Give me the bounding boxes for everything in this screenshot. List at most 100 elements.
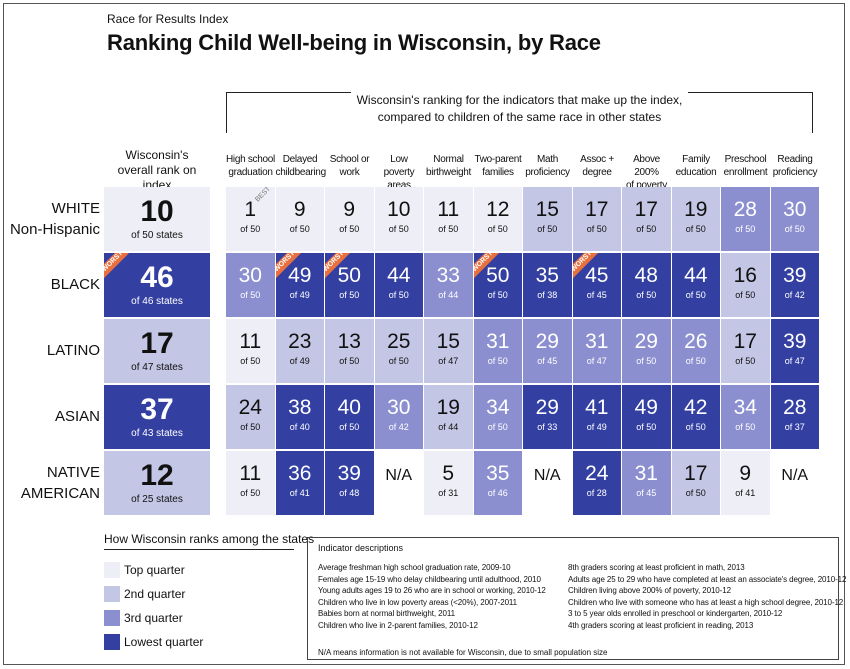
indicator-rank-value: 50 bbox=[486, 264, 510, 287]
indicator-rank-value: 25 bbox=[387, 330, 411, 353]
indicator-rank-value: 15 bbox=[436, 330, 460, 353]
indicator-rank-total: of 50 bbox=[636, 224, 657, 234]
indicator-rank-cell: 29 of 45 bbox=[523, 319, 572, 383]
indicator-rank-cell: N/A bbox=[770, 451, 819, 515]
column-header: Delayed childbearing bbox=[276, 153, 327, 179]
indicator-rank-cell: 19 of 44 bbox=[424, 385, 473, 449]
indicator-rank-value: 49 bbox=[288, 264, 312, 287]
indicator-rank-total: of 45 bbox=[636, 488, 657, 498]
indicator-rank-value: 30 bbox=[238, 264, 262, 287]
indicator-rank-total: of 50 bbox=[784, 224, 805, 234]
overall-rank-value: 37 bbox=[140, 393, 174, 426]
indicator-rank-cell: 11 of 50 bbox=[424, 187, 473, 251]
indicator-rank-total: of 50 bbox=[438, 224, 459, 234]
indicator-description: Children living above 200% of poverty, 2… bbox=[568, 586, 731, 595]
indicator-rank-cell: 30 of 50 bbox=[770, 187, 819, 251]
indicator-rank-value: 35 bbox=[486, 462, 510, 485]
column-header: Family education bbox=[672, 153, 721, 179]
indicator-rank-total: of 47 bbox=[784, 356, 805, 366]
indicator-rank-total: of 50 bbox=[339, 356, 360, 366]
indicator-rank-value: 15 bbox=[535, 198, 559, 221]
indicator-rank-cell: 17 of 50 bbox=[572, 187, 621, 251]
indicator-rank-cell: 44 of 50 bbox=[374, 253, 423, 317]
indicator-rank-cell: 49 of 49 WORST bbox=[275, 253, 324, 317]
indicator-rank-cell: 49 of 50 bbox=[622, 385, 671, 449]
overall-rank-value: 46 bbox=[140, 261, 174, 294]
indicator-rank-cell: 28 of 50 bbox=[721, 187, 770, 251]
row-label-line1: NATIVE bbox=[46, 464, 100, 481]
indicator-rank-total: of 50 bbox=[735, 224, 756, 234]
column-header: Preschool enrollment bbox=[721, 153, 770, 179]
legend-swatch bbox=[104, 586, 120, 602]
indicator-rank-total: of 49 bbox=[289, 356, 310, 366]
indicator-rank-value: 44 bbox=[387, 264, 411, 287]
indicator-rank-total: of 37 bbox=[784, 422, 805, 432]
overall-rank-total: of 46 states bbox=[131, 296, 183, 307]
indicator-rank-total: of 45 bbox=[537, 356, 558, 366]
indicator-description: Children who live with someone who has a… bbox=[568, 597, 844, 607]
column-header-line1: High school bbox=[226, 154, 275, 165]
indicator-rank-value: 50 bbox=[337, 264, 361, 287]
indicator-rank-value: 44 bbox=[684, 264, 708, 287]
indicator-rank-value: 10 bbox=[387, 198, 411, 221]
column-header-line1: Delayed bbox=[282, 154, 318, 165]
indicator-rank-value: 38 bbox=[288, 396, 312, 419]
indicator-rank-value: 17 bbox=[684, 462, 708, 485]
overall-rank-cell: 37 of 43 states bbox=[104, 385, 210, 449]
column-header-line2: proficiency bbox=[772, 167, 818, 178]
column-header-line2: education bbox=[675, 167, 717, 178]
column-header-line2: degree bbox=[582, 167, 612, 178]
indicator-rank-value: N/A bbox=[385, 467, 413, 484]
indicator-rank-value: 40 bbox=[337, 396, 361, 419]
row-label-line1: WHITE bbox=[51, 200, 100, 217]
overall-rank-cell: 12 of 25 states bbox=[104, 451, 210, 515]
indicator-rank-cell: 19 of 50 bbox=[671, 187, 720, 251]
indicator-rank-total: of 50 bbox=[586, 224, 607, 234]
indicator-rank-cell: 24 of 28 bbox=[572, 451, 621, 515]
indicator-rank-total: of 50 bbox=[487, 356, 508, 366]
column-header-line2: graduation bbox=[228, 167, 273, 178]
overall-rank-value: 10 bbox=[140, 195, 174, 228]
row-label-line2: Non-Hispanic bbox=[9, 221, 100, 238]
indicator-rank-cell: 44 of 50 bbox=[671, 253, 720, 317]
na-note: N/A means information is not available f… bbox=[318, 648, 608, 657]
indicator-rank-cell: 40 of 50 bbox=[325, 385, 374, 449]
column-header: Assoc + degree bbox=[573, 153, 622, 179]
indicator-rank-total: of 46 bbox=[487, 488, 508, 498]
indicator-rank-value: 9 bbox=[343, 198, 356, 221]
row-label: BLACK bbox=[0, 274, 100, 295]
indicator-rank-cell: 12 of 50 bbox=[473, 187, 522, 251]
indicator-rank-total: of 50 bbox=[388, 224, 409, 234]
indicator-rank-cell: 30 of 42 bbox=[374, 385, 423, 449]
indicator-rank-cell: 11 of 50 bbox=[226, 451, 275, 515]
indicator-rank-value: 31 bbox=[634, 462, 658, 485]
chart-title: Ranking Child Well-being in Wisconsin, b… bbox=[107, 30, 601, 55]
legend-swatch bbox=[104, 562, 120, 578]
indicator-rank-value: 24 bbox=[585, 462, 609, 485]
indicator-rank-value: 28 bbox=[783, 396, 807, 419]
overall-rank-value: 17 bbox=[140, 327, 174, 360]
indicator-rank-value: 12 bbox=[486, 198, 510, 221]
indicator-rank-total: of 50 bbox=[636, 422, 657, 432]
indicator-rank-value: 36 bbox=[288, 462, 312, 485]
column-header-line2: proficiency bbox=[525, 167, 570, 178]
overall-rank-header: Wisconsin's overall rank on index bbox=[104, 148, 210, 193]
row-label-line2: AMERICAN bbox=[20, 485, 100, 502]
indicator-rank-cell: 15 of 47 bbox=[424, 319, 473, 383]
indicator-rank-total: of 50 bbox=[240, 422, 261, 432]
column-header-line1: Two-parent bbox=[474, 154, 522, 165]
indicator-rank-cell: 31 of 47 bbox=[572, 319, 621, 383]
indicator-rank-value: 45 bbox=[585, 264, 609, 287]
indicator-rank-total: of 50 bbox=[636, 356, 657, 366]
column-header-line2: of poverty bbox=[626, 180, 667, 191]
column-header-line1: Family bbox=[682, 154, 710, 165]
indicators-header-line2: compared to children of the same race in… bbox=[371, 109, 668, 126]
indicator-rank-total: of 50 bbox=[487, 290, 508, 300]
indicator-rank-value: 9 bbox=[293, 198, 306, 221]
indicator-rank-value: 49 bbox=[634, 396, 658, 419]
indicator-rank-cell: 50 of 50 WORST bbox=[473, 253, 522, 317]
column-header: Two-parent families bbox=[474, 153, 523, 179]
column-header-line1: Low poverty bbox=[383, 154, 415, 178]
column-header-line1: Assoc + bbox=[580, 154, 614, 165]
row-label-line1: ASIAN bbox=[54, 408, 100, 425]
